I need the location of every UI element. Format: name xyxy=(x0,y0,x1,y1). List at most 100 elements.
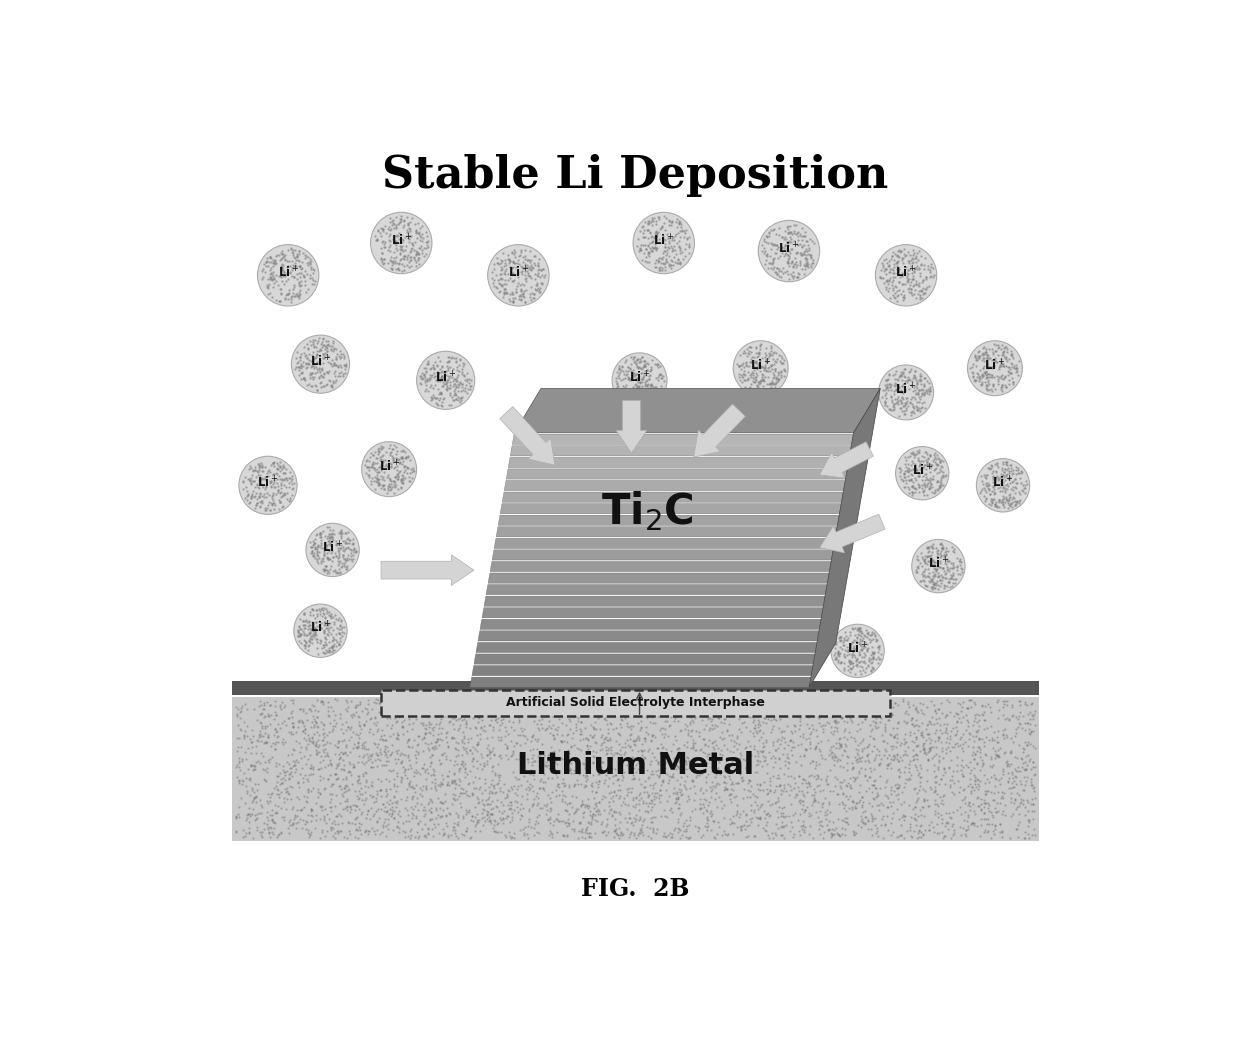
Point xyxy=(399,243,419,260)
Point xyxy=(1004,790,1024,807)
Point xyxy=(298,340,317,357)
Point xyxy=(894,361,914,378)
Point xyxy=(935,570,955,586)
Point xyxy=(288,627,308,644)
Point xyxy=(1002,345,1022,362)
Point xyxy=(383,219,403,236)
Point xyxy=(305,626,325,643)
Point xyxy=(867,796,887,813)
Point xyxy=(935,555,955,572)
Point xyxy=(491,731,511,748)
Point xyxy=(832,774,852,791)
Point xyxy=(585,811,605,828)
Point xyxy=(285,287,305,304)
Point xyxy=(732,366,751,383)
Point xyxy=(325,373,345,390)
Point xyxy=(916,568,936,584)
Point xyxy=(453,808,472,825)
Point xyxy=(419,372,439,389)
Point xyxy=(725,698,745,714)
Point xyxy=(776,749,796,766)
Point xyxy=(744,727,764,744)
Point xyxy=(340,744,360,761)
Point xyxy=(578,790,598,807)
Point xyxy=(365,469,384,486)
Point xyxy=(727,796,746,813)
Point xyxy=(629,389,649,406)
Point xyxy=(954,736,973,753)
Point xyxy=(686,706,706,723)
Point xyxy=(915,569,935,585)
Point xyxy=(383,452,403,469)
Point xyxy=(546,763,565,779)
Point xyxy=(828,740,848,756)
Point xyxy=(322,609,342,626)
Point xyxy=(1002,474,1022,491)
Point xyxy=(294,339,314,356)
Point xyxy=(315,609,335,626)
Point xyxy=(249,698,269,714)
Point xyxy=(748,719,768,735)
Point xyxy=(718,703,738,720)
Point xyxy=(283,692,303,709)
Point xyxy=(885,376,905,392)
Point xyxy=(796,741,816,757)
Point xyxy=(677,817,697,834)
Point xyxy=(869,703,889,720)
Point xyxy=(976,491,996,508)
Point xyxy=(263,267,283,284)
Point xyxy=(408,735,428,752)
Point xyxy=(415,360,435,377)
Point xyxy=(343,541,363,558)
Point xyxy=(269,492,289,509)
Point xyxy=(993,371,1013,388)
Point xyxy=(320,754,340,771)
Point xyxy=(784,716,804,733)
Point xyxy=(906,398,926,414)
Point xyxy=(232,700,252,716)
Point xyxy=(308,542,327,559)
Point xyxy=(689,764,709,780)
Point xyxy=(823,737,843,754)
Point xyxy=(880,378,900,394)
Point xyxy=(856,646,875,663)
Point xyxy=(985,792,1004,809)
Point xyxy=(331,613,351,629)
Point xyxy=(1001,794,1021,811)
Point xyxy=(304,275,324,292)
Point xyxy=(681,713,701,730)
Point xyxy=(810,755,830,772)
Point xyxy=(868,644,888,661)
Point xyxy=(283,480,303,497)
Point xyxy=(367,814,387,831)
Point xyxy=(533,782,553,798)
Point xyxy=(269,458,289,475)
Point xyxy=(677,792,697,809)
Point xyxy=(913,737,932,754)
Circle shape xyxy=(613,352,667,408)
Point xyxy=(331,528,351,544)
Point xyxy=(562,754,582,771)
Point xyxy=(408,226,428,242)
Point xyxy=(267,461,286,477)
Point xyxy=(942,763,962,779)
Point xyxy=(507,780,527,797)
Point xyxy=(577,736,596,753)
Point xyxy=(904,367,924,384)
Point xyxy=(882,814,901,831)
Point xyxy=(529,825,549,841)
Point xyxy=(443,730,463,747)
Point xyxy=(990,358,1009,374)
Point xyxy=(941,570,961,586)
Point xyxy=(959,738,978,755)
Point xyxy=(498,251,518,267)
Point xyxy=(629,354,649,370)
Point xyxy=(924,715,944,732)
Point xyxy=(275,780,295,797)
Point xyxy=(653,254,673,271)
Point xyxy=(911,368,931,385)
Point xyxy=(529,754,549,771)
Point xyxy=(885,245,905,262)
Point xyxy=(859,768,879,785)
Point xyxy=(260,265,280,282)
